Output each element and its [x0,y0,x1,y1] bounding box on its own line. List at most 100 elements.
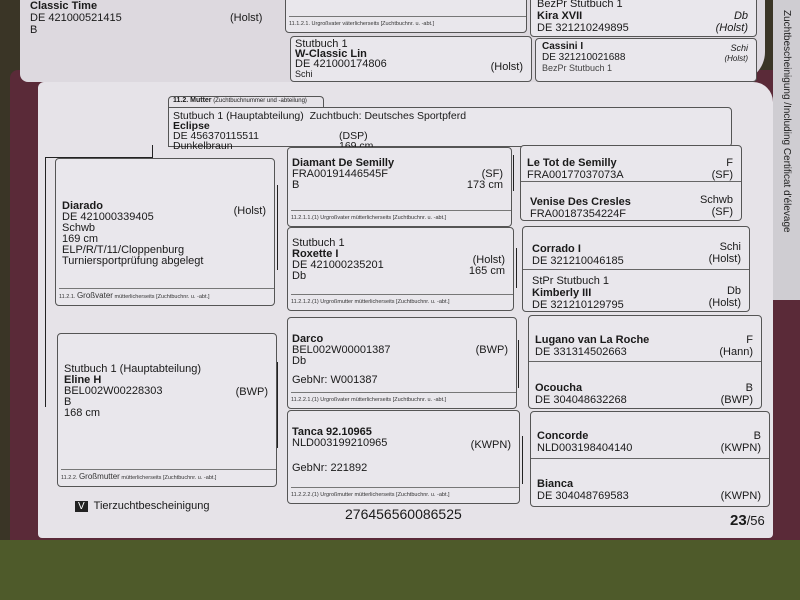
box-label: 11.2.1.2.(1) Urgroßmutter mütterlicherse… [291,294,513,308]
great-granddam-1-box: Stutbuch 1 Roxette I DE 421000235201 Db … [287,227,514,311]
horse-id: DE 421000235201 [292,259,384,271]
horse-color: Db [733,10,748,22]
horse-entry: Bianca DE 304048769583 [537,478,629,502]
horse-name: Kira XVII [537,10,583,22]
horse-name: Darco [292,333,324,345]
horse-name: Eclipse [173,120,210,132]
box-label: 11.2.2.1.(1) Urgroßvater mütterlichersei… [291,392,516,406]
horse-entry: StPr Stutbuch 1 Kimberly III DE 3212101297… [532,275,624,311]
horse-id: DE 421000521415 [30,12,122,24]
connector [277,362,278,448]
mother-box: Stutbuch 1 (Hauptabteilung) Zuchtbuch: D… [168,107,732,151]
horse-id: DE 321210249895 [537,22,629,34]
horse-color-breed: B (KWPN) [720,430,761,454]
prev-box-1121: 11.1.2.1. Urgroßvater väterlicherseits [… [285,0,527,33]
horse-studbook: Stutbuch 1 (Hauptabteilung) [64,363,201,375]
horse-name: Classic Time [30,0,98,12]
mother-tab: 11.2. Mutter (Zuchtbuchnummer und -abtei… [168,96,324,107]
horse-color-breed: Db (Holst) [708,285,741,309]
horse-id: DE 421000339405 [62,211,154,223]
horse-id: DE 421000174806 [295,58,387,70]
horse-name: Cassini I [542,41,584,52]
great-granddam-2-box: Tanca 92.10965 NLD003199210965 GebNr: 22… [287,410,520,504]
connector [277,185,278,270]
horse-color: B [64,396,72,408]
horse-id: DE 321210021688 [542,52,626,63]
horse-entry: Venise Des Cresles FRA00187354224F [530,196,631,220]
horse-color-breed: Schwb (SF) [699,194,733,218]
side-text: Zuchtbescheinigung /Including Certificat… [781,10,792,233]
horse-color: Schi [730,43,748,53]
horse-breed: (Holst) [715,22,748,34]
horse-breed: (BWP) [475,344,508,356]
horse-color: Db [292,355,307,367]
prev-box-cassini: Cassini I DE 321210021688 BezPr Stutbuch… [535,38,757,82]
page-number: 23/56 [730,512,765,529]
birth-number: GebNr: 221892 [292,462,368,474]
birth-number: GebNr: W001387 [292,374,378,386]
horse-color-breed: F (SF) [711,157,733,181]
performance-test: ELP/R/T/11/Cloppenburg [62,244,185,256]
horse-height: 169 cm [62,233,99,245]
zuchtbuch: Zuchtbuch: Deutsches Sportpferd [309,110,467,122]
granddam-box: Stutbuch 1 (Hauptabteilung) Eline H BEL0… [57,333,277,487]
horse-breed: (KWPN) [720,490,761,502]
horse-entry: Concorde NLD003198404140 [537,430,633,454]
horse-breed: (KWPN) [470,439,511,451]
horse-name: Diarado [62,200,103,212]
connector [45,157,153,158]
box-label: 11.2.1.1.(1) Urgroßvater mütterlichersei… [291,210,511,224]
horse-breed: (BWP) [235,386,268,398]
breed-height: (SF) 173 cm [466,168,503,191]
gen4-pair-1: Le Tot de Semilly FRA00177037073A F (SF) V… [520,145,742,221]
horse-height: 169 cm [339,140,374,152]
box-label: 11.2.1. Großvater mütterlicherseits [Zuc… [59,288,274,303]
horse-color: Schwb [62,222,96,234]
horse-entry: Le Tot de Semilly FRA00177037073A [527,157,624,181]
horse-entry: Ocoucha DE 304048632268 [535,382,627,406]
horse-entry: Lugano van La Roche DE 331314502663 [535,334,650,358]
previous-page: Classic Time DE 421000521415 B (Holst) 1… [20,0,765,82]
prev-box-w-classic: Stutbuch 1 W-Classic Lin DE 421000174806… [290,36,532,82]
horse-name: Tanca 92.10965 [292,426,372,438]
horse-name: W-Classic Lin [295,48,367,60]
horse-name: Roxette I [292,248,339,260]
great-grandsire-2-box: Darco BEL002W00001387 Db GebNr: W001387 … [287,317,517,409]
gen4-pair-2: Corrado I DE 321210046185 Schi (Holst) StP… [522,226,750,312]
section-title: Tierzuchtbescheinigung [93,500,210,512]
breed-height: (Holst) 165 cm [468,254,505,277]
horse-color: B [292,179,300,191]
horse-breed: (Holst) [490,61,523,73]
connector [522,436,523,484]
horse-studbook: Stutbuch 1 (Hauptabteilung) [173,110,304,122]
section-footer: V Tierzuchtbescheinigung [75,500,209,512]
section-hint: (Zuchtbuchnummer und -abteilung) [213,98,307,104]
horse-color: Dunkelbraun [173,140,233,152]
prev-box-kira: BezPr Stutbuch 1 Kira XVII DE 3212102498… [530,0,757,37]
connector [516,248,517,288]
horse-studbook: BezPr Stutbuch 1 [537,0,623,10]
connector [152,145,153,157]
document-number: 276456560086525 [345,506,462,522]
horse-studbook: Stutbuch 1 [292,237,345,249]
horse-breed: (Holst) [230,12,263,24]
horse-id: BEL002W00228303 [64,385,163,397]
mother-breed-height: (DSP) 169 cm [339,131,374,152]
horse-color-breed: B (BWP) [720,382,753,406]
horse-color: Schi [295,69,313,79]
horse-id: DE 456370115511 [173,130,260,142]
horse-height: 168 cm [64,407,101,419]
horse-name: Eline H [64,374,102,386]
box-label: 11.2.2. Großmutter mütterlicherseits [Zu… [61,469,276,484]
background-surface [0,540,800,600]
section-letter-badge: V [75,500,88,512]
horse-id: BEL002W00001387 [292,344,391,356]
horse-entry: Corrado I DE 321210046185 [532,243,624,267]
horse-breed: (Holst) [233,205,266,217]
gen4-pair-4: Concorde NLD003198404140 B (KWPN) Bianca DE… [530,411,770,507]
horse-color: B [30,24,38,36]
performance-note: Turniersportprüfung abgelegt [62,255,204,267]
great-grandsire-1-box: Diamant De Semilly FRA00191446545F B (SF… [287,147,512,227]
connector [513,155,514,191]
horse-color: Db [292,270,307,282]
